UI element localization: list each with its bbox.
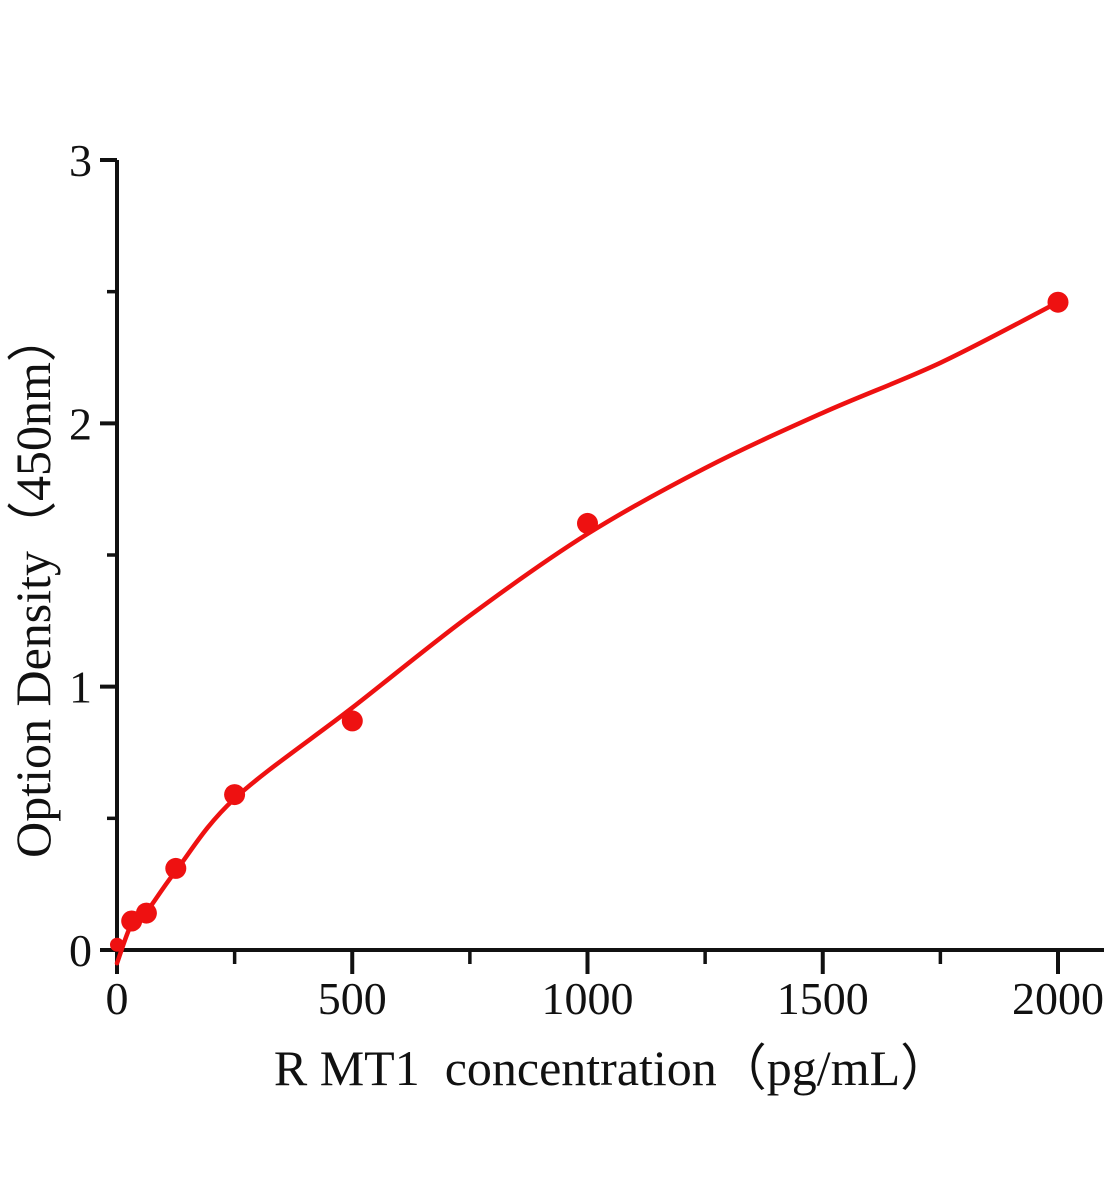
data-point: [1047, 291, 1069, 313]
x-tick-label: 1500: [777, 973, 869, 1024]
y-axis-title: Option Density（450nm）: [5, 312, 61, 858]
x-tick-label: 500: [318, 973, 387, 1024]
data-point: [165, 857, 187, 879]
data-point: [341, 710, 363, 732]
y-tick-label: 2: [69, 398, 92, 449]
y-tick-label: 1: [69, 662, 92, 713]
plot-area: 0 1 2 3 0 500 1000 1500 2000: [69, 135, 1104, 1024]
axes-line: [115, 160, 1104, 952]
x-axis-title: R MT1 concentration（pg/mL）: [274, 1040, 950, 1096]
fit-curve-line: [114, 299, 1061, 966]
data-point: [577, 512, 598, 534]
x-tick-label: 0: [106, 973, 129, 1024]
data-point: [110, 937, 124, 952]
x-tick-label: 1000: [542, 973, 634, 1024]
x-tick-label: 2000: [1012, 973, 1104, 1024]
y-tick-label: 0: [69, 925, 92, 976]
y-tick-label: 3: [69, 135, 92, 186]
data-point: [135, 902, 157, 924]
data-point: [224, 784, 246, 806]
